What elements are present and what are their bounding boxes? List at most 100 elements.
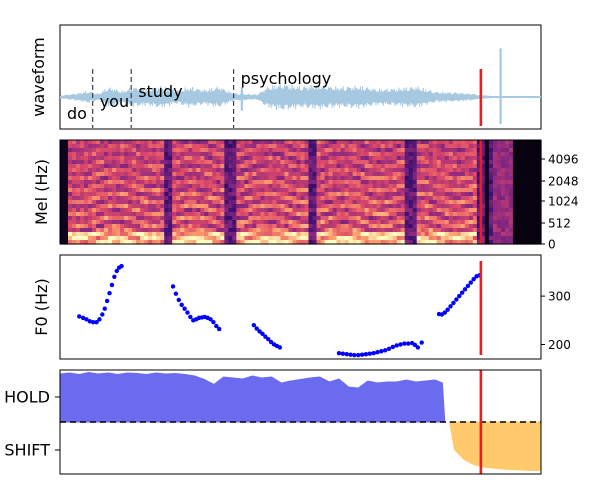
mel-cell	[436, 224, 442, 229]
mel-cell	[252, 236, 258, 241]
mel-cell	[228, 184, 233, 189]
mel-cell	[244, 216, 249, 221]
mel-cell	[384, 156, 390, 161]
mel-cell	[400, 208, 406, 213]
mel-cell	[328, 192, 334, 197]
mel-cell	[144, 152, 149, 157]
f0-point	[94, 320, 99, 325]
mel-cell	[152, 184, 157, 189]
mel-cell	[188, 220, 193, 225]
mel-cell	[260, 212, 266, 217]
mel-cell	[152, 176, 157, 181]
mel-cell	[356, 196, 362, 201]
mel-cell	[468, 224, 474, 229]
mel-cell	[100, 176, 105, 181]
mel-cell	[480, 160, 486, 165]
mel-cell	[212, 164, 217, 169]
mel-cell	[520, 144, 526, 149]
mel-cell	[272, 164, 278, 169]
mel-cell	[364, 216, 370, 221]
mel-cell	[456, 168, 462, 173]
mel-cell	[124, 224, 129, 229]
mel-cell	[256, 164, 262, 169]
mel-cell	[292, 228, 298, 233]
mel-cell	[132, 196, 137, 201]
mel-cell	[400, 180, 406, 185]
mel-cell	[144, 156, 149, 161]
mel-cell	[432, 180, 438, 185]
mel-cell	[88, 156, 93, 161]
mel-cell	[352, 172, 358, 177]
mel-cell	[176, 156, 181, 161]
mel-cell	[132, 164, 137, 169]
mel-cell	[500, 200, 506, 205]
mel-cell	[100, 240, 105, 245]
mel-cell	[264, 208, 270, 213]
mel-cell	[464, 188, 470, 193]
mel-cell	[496, 152, 502, 157]
mel-cell	[104, 192, 109, 197]
mel-cell	[148, 148, 153, 153]
mel-cell	[496, 192, 502, 197]
mel-cell	[200, 176, 205, 181]
mel-cell	[488, 164, 494, 169]
mel-cell	[124, 180, 129, 185]
mel-cell	[516, 236, 522, 241]
mel-cell	[448, 200, 454, 205]
mel-cell	[484, 184, 490, 189]
mel-cell	[288, 232, 294, 237]
mel-cell	[188, 144, 193, 149]
mel-cell	[208, 220, 213, 225]
mel-cell	[88, 216, 93, 221]
mel-cell	[120, 176, 125, 181]
mel-cell	[248, 196, 253, 201]
mel-cell	[512, 176, 518, 181]
mel-cell	[296, 148, 302, 153]
mel-cell	[508, 216, 514, 221]
mel-cell	[308, 180, 314, 185]
mel-cell	[416, 148, 422, 153]
mel-cell	[184, 240, 189, 245]
mel-cell	[260, 216, 266, 221]
mel-cell	[432, 156, 438, 161]
mel-cell	[60, 148, 65, 153]
mel-cell	[128, 192, 133, 197]
mel-cell	[248, 148, 253, 153]
mel-cell	[368, 164, 374, 169]
mel-cell	[440, 236, 446, 241]
mel-cell	[448, 156, 454, 161]
mel-cell	[220, 180, 225, 185]
mel-cell	[320, 236, 326, 241]
mel-cell	[144, 160, 149, 165]
mel-cell	[108, 152, 113, 157]
mel-cell	[352, 208, 358, 213]
mel-cell	[368, 200, 374, 205]
mel-cell	[344, 200, 350, 205]
mel-cell	[400, 204, 406, 209]
mel-cell	[80, 204, 85, 209]
mel-cell	[412, 176, 418, 181]
mel-cell	[364, 172, 370, 177]
mel-cell	[224, 176, 229, 181]
mel-cell	[144, 236, 149, 241]
mel-cell	[424, 204, 430, 209]
mel-cell	[476, 228, 482, 233]
mel-cell	[212, 192, 217, 197]
mel-cell	[296, 164, 302, 169]
mel-cell	[396, 188, 402, 193]
mel-cell	[92, 164, 97, 169]
mel-ytick-label: 512	[548, 217, 571, 231]
mel-cell	[288, 156, 294, 161]
word-label: do	[67, 104, 87, 123]
mel-cell	[60, 212, 65, 217]
mel-cell	[476, 176, 482, 181]
mel-cell	[396, 168, 402, 173]
mel-cell	[484, 160, 490, 165]
mel-cell	[92, 204, 97, 209]
mel-cell	[176, 168, 181, 173]
mel-cell	[384, 204, 390, 209]
mel-cell	[180, 224, 185, 229]
mel-cell	[148, 224, 153, 229]
mel-cell	[172, 208, 177, 213]
mel-cell	[364, 236, 370, 241]
